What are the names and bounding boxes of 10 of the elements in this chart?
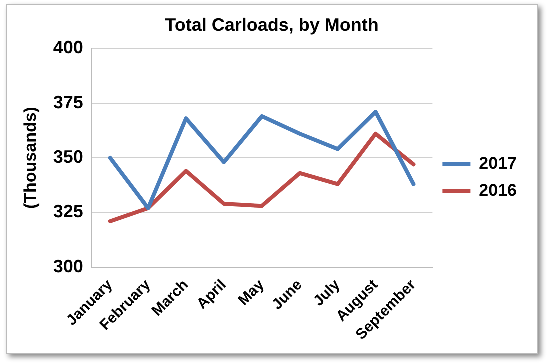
y-axis-title: (Thousands) xyxy=(20,107,40,210)
y-tick-label: 375 xyxy=(53,92,84,112)
y-tick-label: 400 xyxy=(53,38,84,58)
y-tick-label: 350 xyxy=(53,146,84,167)
chart-title: Total Carloads, by Month xyxy=(165,14,379,35)
y-tick-label: 325 xyxy=(53,202,84,222)
legend-label: 2017 xyxy=(479,154,518,174)
x-tick-label: May xyxy=(235,276,268,310)
y-tick-label: 300 xyxy=(53,256,84,276)
legend-label: 2016 xyxy=(479,181,518,200)
